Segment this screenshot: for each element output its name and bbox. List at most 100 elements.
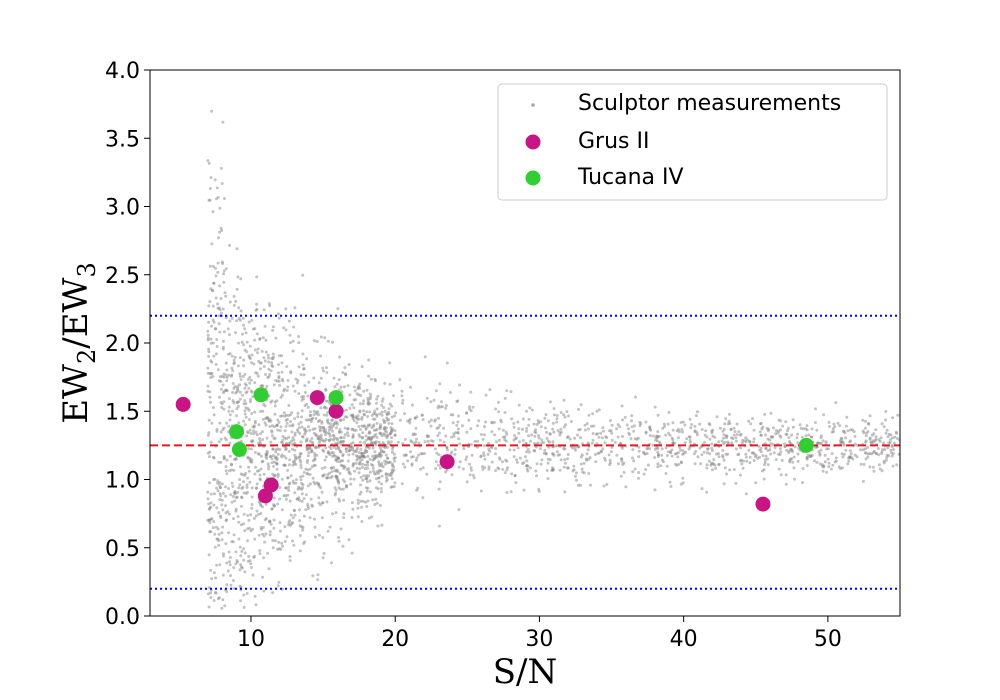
- sculptor-point: [772, 426, 776, 430]
- sculptor-point: [610, 431, 614, 435]
- sculptor-point: [696, 455, 700, 459]
- sculptor-point: [375, 407, 379, 411]
- sculptor-point: [221, 552, 225, 556]
- sculptor-point: [255, 469, 259, 473]
- sculptor-point: [434, 447, 437, 451]
- sculptor-point: [378, 412, 382, 416]
- sculptor-point: [247, 320, 251, 324]
- sculptor-point: [215, 197, 218, 201]
- sculptor-point: [311, 427, 315, 431]
- sculptor-point: [378, 431, 382, 435]
- sculptor-point: [608, 458, 612, 462]
- sculptor-point: [525, 459, 529, 463]
- sculptor-point: [488, 388, 492, 392]
- sculptor-point: [232, 386, 236, 390]
- sculptor-point: [730, 441, 734, 445]
- sculptor-point: [358, 440, 362, 444]
- sculptor-point: [251, 527, 255, 531]
- sculptor-point: [239, 378, 243, 381]
- sculptor-point: [236, 275, 240, 279]
- sculptor-point: [535, 423, 539, 426]
- sculptor-point: [779, 447, 782, 451]
- sculptor-point: [390, 485, 394, 489]
- sculptor-point: [328, 525, 332, 529]
- sculptor-point: [252, 425, 256, 429]
- sculptor-point: [729, 428, 733, 432]
- sculptor-point: [468, 405, 471, 409]
- sculptor-point: [321, 536, 325, 539]
- sculptor-point: [322, 426, 326, 430]
- sculptor-point: [456, 420, 460, 424]
- sculptor-point: [270, 434, 274, 438]
- sculptor-point: [390, 415, 394, 419]
- sculptor-point: [351, 415, 355, 419]
- sculptor-point: [821, 439, 825, 443]
- sculptor-point: [442, 426, 446, 430]
- sculptor-point: [906, 461, 909, 464]
- sculptor-point: [243, 412, 247, 416]
- sculptor-point: [297, 485, 301, 489]
- sculptor-point: [255, 371, 259, 375]
- sculptor-point: [236, 404, 240, 408]
- sculptor-point: [741, 466, 745, 470]
- sculptor-point: [225, 518, 228, 522]
- sculptor-point: [667, 411, 671, 414]
- sculptor-point: [245, 340, 249, 344]
- sculptor-point: [296, 415, 300, 419]
- sculptor-point: [321, 501, 325, 505]
- sculptor-point: [206, 592, 210, 596]
- sculptor-point: [305, 357, 309, 361]
- sculptor-point: [544, 451, 548, 455]
- sculptor-point: [617, 462, 620, 466]
- sculptor-point: [365, 410, 369, 414]
- sculptor-point: [267, 360, 271, 364]
- sculptor-point: [276, 452, 280, 456]
- sculptor-point: [355, 458, 359, 462]
- sculptor-point: [332, 422, 336, 426]
- tucana-iv-point: [328, 390, 344, 406]
- sculptor-point: [576, 483, 580, 487]
- sculptor-point: [653, 456, 657, 459]
- sculptor-point: [523, 455, 527, 459]
- sculptor-point: [303, 384, 307, 388]
- sculptor-point: [585, 452, 589, 456]
- sculptor-point: [266, 551, 270, 555]
- sculptor-point: [375, 413, 379, 417]
- sculptor-point: [352, 406, 356, 410]
- sculptor-point: [544, 426, 547, 430]
- sculptor-point: [629, 437, 633, 440]
- sculptor-point: [809, 435, 813, 439]
- sculptor-point: [741, 441, 744, 445]
- sculptor-point: [270, 399, 274, 403]
- sculptor-point: [375, 501, 379, 505]
- sculptor-point: [219, 387, 223, 391]
- sculptor-point: [261, 526, 265, 529]
- sculptor-point: [212, 599, 216, 602]
- sculptor-point: [471, 473, 475, 477]
- sculptor-point: [330, 466, 334, 470]
- sculptor-point: [559, 411, 563, 414]
- sculptor-point: [487, 467, 491, 471]
- sculptor-point: [365, 505, 369, 508]
- sculptor-point: [238, 584, 242, 588]
- sculptor-point: [743, 439, 747, 443]
- sculptor-point: [878, 467, 882, 471]
- sculptor-point: [863, 426, 867, 430]
- sculptor-point: [331, 512, 335, 516]
- sculptor-point: [698, 422, 702, 426]
- sculptor-point: [259, 478, 263, 482]
- sculptor-point: [888, 438, 892, 442]
- sculptor-point: [209, 287, 213, 291]
- sculptor-point: [895, 463, 899, 467]
- sculptor-point: [779, 450, 783, 454]
- sculptor-point: [209, 359, 213, 363]
- sculptor-point: [748, 461, 752, 465]
- sculptor-point: [526, 469, 530, 473]
- sculptor-point: [339, 442, 343, 446]
- sculptor-point: [420, 413, 424, 417]
- sculptor-point: [660, 453, 664, 457]
- sculptor-point: [291, 339, 295, 343]
- sculptor-point: [479, 433, 483, 436]
- sculptor-point: [437, 453, 441, 457]
- sculptor-point: [366, 499, 370, 503]
